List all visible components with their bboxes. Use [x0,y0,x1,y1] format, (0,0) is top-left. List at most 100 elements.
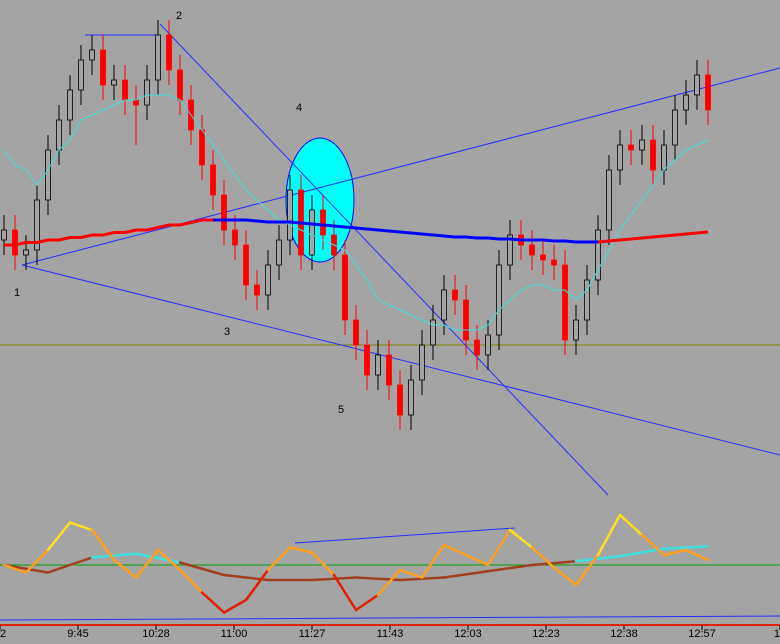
candle-body [672,109,678,146]
oscillator-segment [420,543,446,579]
x-tick-label: 11:27 [299,628,326,640]
oscillator-segment [398,568,424,579]
oscillator-segment [354,593,380,612]
oscillator-segment [684,548,710,562]
annotation: 4 [296,102,302,114]
candle-body [309,209,315,256]
moving-average [3,94,709,331]
oscillator-segment [90,528,116,562]
oscillator-segment [266,546,292,572]
oscillator-segment [464,553,490,567]
annotation: 1 [14,287,20,299]
candle-body [111,79,117,86]
candle-body [573,319,579,341]
candle-body [386,354,392,386]
candle-body [452,289,458,301]
oscillator-segment [574,555,622,563]
candle-body [408,379,414,416]
candle-body [694,74,700,96]
candle-body [144,79,150,106]
oscillator-segment [530,560,578,567]
candle-body [78,59,84,91]
x-tick-label: 11:43 [377,628,404,640]
oscillator-segment [398,576,446,582]
candle-body [155,34,161,81]
candle-body [496,264,502,336]
oscillator-segment [288,546,314,554]
candle-body [463,299,469,341]
candle-body [34,199,40,251]
candle-body [177,69,183,101]
candle-body [56,119,62,151]
candle-body [122,79,128,101]
oscillator-segment [640,533,666,557]
candle-body [419,344,425,381]
oscillator-segment [134,548,160,579]
oscillator-segment [244,568,270,602]
oscillator-segment [486,563,534,573]
x-tick-label: 10:28 [142,628,170,640]
oscillator-segment [508,528,534,549]
candle-body [595,229,601,281]
candle-body [67,89,73,121]
oscillator-segment [442,543,468,557]
candle-body [529,244,535,256]
x-tick-label: 12:03 [454,628,482,640]
candle-body [89,49,95,61]
candle-body [474,339,480,356]
oscillator-segment [200,591,226,614]
annotation: 2 [176,10,182,22]
trend-line [21,67,780,266]
oscillator-segment [134,552,182,564]
candle-body [551,259,557,266]
candle-body [166,34,172,71]
oscillator-segment [310,576,358,582]
annotation: 5 [338,404,344,416]
x-tick-label: 12 [0,628,6,640]
trend-line [294,527,516,544]
oscillator-segment [222,598,248,614]
oscillator-segment [574,553,600,587]
x-tick-label: 12:38 [610,628,638,640]
candle-body [683,94,689,111]
candle-body [1,229,7,241]
candle-body [562,264,568,341]
x-tick-label: 11:00 [221,628,248,640]
candle-body [661,144,667,171]
candle-body [441,289,447,321]
oscillator-segment [46,521,72,552]
annotation: 3 [224,326,230,338]
oscillator-segment [530,546,556,569]
candle-body [485,334,491,356]
oscillator-segment [662,548,688,557]
candle-body [705,74,711,111]
candle-body [232,229,238,246]
candle-body [628,144,634,151]
candle-body [650,139,656,171]
candle-body [540,254,546,261]
candle-body [199,129,205,166]
oscillator-segment [376,568,402,597]
oscillator-segment [332,573,358,612]
drawing-tools [0,23,780,626]
candle-body [507,234,513,266]
oscillator-segment [112,558,138,579]
candle-body [221,194,227,231]
oscillator-segment [90,552,138,559]
candle-body [430,319,436,346]
candle-body [353,319,359,346]
oscillator-segment [486,528,512,567]
oscillator-segment [178,568,204,594]
oscillator-segment [24,548,50,574]
highlight-ellipse [285,137,355,263]
oscillator-segment [310,551,336,577]
oscillator-segment [618,513,644,537]
trend-line [21,264,780,456]
candle-body [100,49,106,86]
x-tick-label: 9:45 [67,628,88,640]
candle-body [45,149,51,201]
oscillator-segment [156,548,182,572]
oscillator-segment [2,563,28,574]
indicator-line [0,615,780,621]
